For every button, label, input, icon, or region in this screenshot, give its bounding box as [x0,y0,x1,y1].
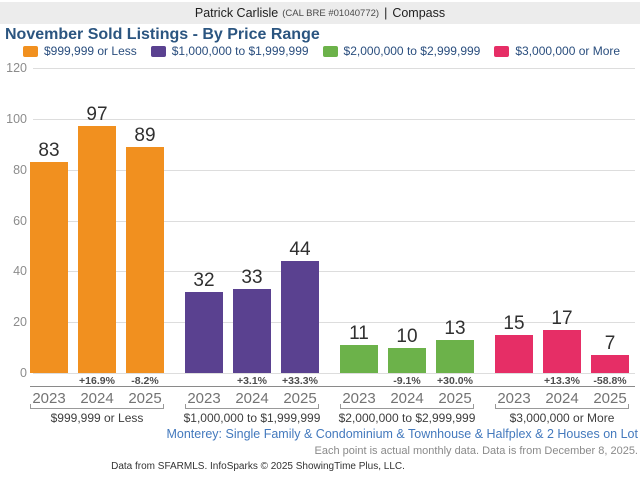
bar-value-label: 7 [604,333,616,354]
x-axis-year-label: 2024 [545,390,579,407]
bar-value-label: 97 [86,104,108,125]
source-note: Data from SFARMLS. InfoSparks © 2025 Sho… [111,461,405,472]
x-axis-year-label: 2025 [128,390,162,407]
pct-change-label: +3.1% [236,375,268,387]
bar-value-label: 89 [134,125,156,146]
legend-item-1[interactable]: $999,999 or Less [23,44,137,58]
legend-label: $2,000,000 to $2,999,999 [343,44,481,58]
bar-2024 [543,330,581,373]
bar-2023 [30,162,68,373]
y-axis-tick-label: 20 [13,315,27,329]
market-note: Monterey: Single Family & Condominium & … [166,427,638,441]
legend-swatch-icon [23,45,38,57]
group-bracket [30,404,164,409]
bar-group-3: 11 2023 10 -9.1% 2024 13 +30.0% 2025 $2,000,000 … [339,68,476,448]
brand-name: Compass [392,6,446,20]
x-axis-year-label: 2023 [32,390,66,407]
y-axis-tick-label: 120 [6,61,27,75]
x-axis-year-label: 2024 [80,390,114,407]
gridline-60 [33,221,635,222]
header-strip: Patrick Carlisle (CAL BRE #01040772) | C… [0,2,640,24]
bar-value-label: 17 [551,308,573,329]
gridline-100 [33,119,635,120]
legend-item-2[interactable]: $1,000,000 to $1,999,999 [150,44,309,58]
data-note: Each point is actual monthly data. Data … [314,445,638,457]
bar-group-2: 32 2023 33 +3.1% 2024 44 +33.3% 2025 $1,000,000 … [184,68,321,448]
pct-change-label: +30.0% [437,375,473,387]
gridline-20 [33,322,635,323]
bar-2025 [126,147,164,373]
gridline-120 [33,68,635,69]
x-axis-year-label: 2025 [283,390,317,407]
page-title: November Sold Listings - By Price Range [5,26,320,43]
group-bracket [495,404,629,409]
y-axis-tick-label: 60 [13,214,27,228]
bar-2025 [281,261,319,373]
bar-group-4: 15 2023 17 +13.3% 2024 7 -58.8% 2025 $3,000,000 … [495,68,629,448]
pct-change-label: -8.2% [131,375,159,387]
group-bracket [185,404,319,409]
gridline-0 [33,373,635,374]
bar-value-label: 10 [396,326,418,347]
header-divider: | [384,6,388,20]
x-axis-year-label: 2024 [235,390,269,407]
bar-2024 [388,348,426,373]
x-axis-line [30,386,635,387]
pct-change-label: +13.3% [544,375,580,387]
x-axis-year-label: 2025 [438,390,472,407]
bar-value-label: 83 [38,140,60,161]
pct-change-label: -9.1% [393,375,421,387]
agent-name: Patrick Carlisle [194,6,279,20]
bar-2025 [591,355,629,373]
legend: $999,999 or Less $1,000,000 to $1,999,999… [23,44,620,58]
x-axis-year-label: 2024 [390,390,424,407]
legend-item-3[interactable]: $2,000,000 to $2,999,999 [322,44,481,58]
y-axis-tick-label: 40 [13,264,27,278]
bar-value-label: 11 [349,323,369,344]
bar-group-1: 83 2023 97 +16.9% 2024 89 -8.2% 2025 $999,999 or… [30,68,164,448]
bar-value-label: 13 [444,318,466,339]
y-axis-tick-label: 100 [6,112,27,126]
x-axis-year-label: 2023 [187,390,221,407]
y-axis-tick-label: 80 [13,163,27,177]
bar-2024 [233,289,271,373]
bar-value-label: 44 [289,239,311,260]
bar-2025 [436,340,474,373]
legend-swatch-icon [494,45,510,57]
legend-item-4[interactable]: $3,000,000 or More [494,44,620,58]
bar-2024 [78,126,116,373]
gridline-80 [33,170,635,171]
legend-swatch-icon [322,45,338,57]
group-bracket [340,404,474,409]
bar-2023 [185,292,223,373]
pct-change-label: +16.9% [79,375,115,387]
bar-2023 [340,345,378,373]
bar-2023 [495,335,533,373]
bar-value-label: 15 [503,313,525,334]
gridline-40 [33,271,635,272]
legend-label: $999,999 or Less [44,44,137,58]
group-label: $2,000,000 to $2,999,999 [338,411,476,425]
legend-label: $1,000,000 to $1,999,999 [171,44,309,58]
y-axis-tick-label: 0 [20,366,27,380]
legend-label: $3,000,000 or More [515,44,621,58]
group-label: $999,999 or Less [50,411,144,425]
x-axis-year-label: 2023 [342,390,376,407]
pct-change-label: +33.3% [282,375,318,387]
legend-swatch-icon [150,45,166,57]
agent-license: (CAL BRE #01040772) [282,7,380,19]
bar-value-label: 33 [241,267,263,288]
bar-value-label: 32 [193,270,215,291]
group-label: $3,000,000 or More [509,411,615,425]
pct-change-label: -58.8% [593,375,627,387]
x-axis-year-label: 2025 [593,390,627,407]
x-axis-year-label: 2023 [497,390,531,407]
group-label: $1,000,000 to $1,999,999 [183,411,321,425]
